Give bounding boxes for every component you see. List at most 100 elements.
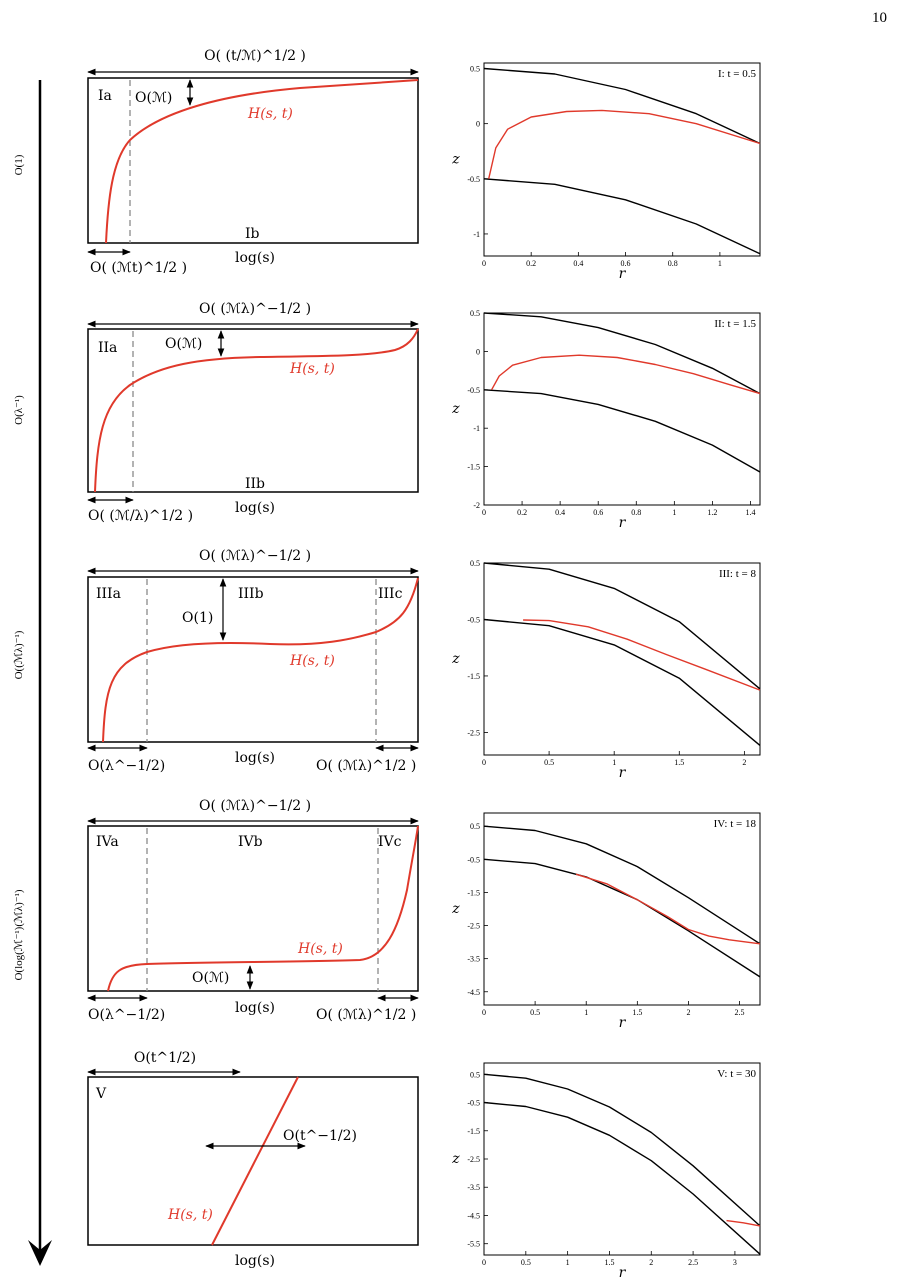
height-label: O(ℳ): [192, 970, 229, 986]
stage-label-1: O(1): [13, 154, 25, 175]
x-axis-label: log(s): [235, 1253, 275, 1269]
x-tick-label: 0.5: [530, 1008, 540, 1017]
schematic-frame: [87, 825, 419, 992]
y-tick-label: 0: [476, 347, 480, 356]
height-label: O(ℳ): [165, 336, 202, 352]
y-tick-label: -5.5: [467, 1240, 480, 1249]
x-tick-label: 0.6: [593, 508, 603, 517]
region-label: IIIa: [96, 586, 121, 602]
plot-title: IV: t = 18: [714, 818, 757, 830]
scale-label: O( (ℳ/λ)^1/2 ): [88, 508, 193, 524]
profile-curve: [105, 79, 419, 244]
series-line: [483, 825, 761, 945]
x-tick-label: 0.4: [555, 508, 565, 517]
profile-curve: [211, 1076, 299, 1246]
x-tick-label: 3: [733, 1258, 737, 1267]
region-label: V: [95, 1086, 107, 1102]
series-line: [483, 312, 761, 395]
y-tick-label: -1: [473, 230, 480, 239]
scale-label: O( (ℳλ)^1/2 ): [316, 1007, 416, 1023]
schematic-top-label: O( (ℳλ)^−1/2 ): [199, 548, 311, 564]
plot-frame: [483, 812, 761, 1006]
y-tick-label: -2.5: [467, 728, 480, 737]
series-line: [483, 618, 761, 746]
schematic-frame: [87, 1076, 419, 1246]
x-tick-label: 2: [742, 758, 746, 767]
schematic-top-label: O( (ℳλ)^−1/2 ): [199, 798, 311, 814]
y-axis-label: z: [451, 401, 460, 417]
x-tick-label: 2.5: [688, 1258, 698, 1267]
x-tick-label: 1.5: [632, 1008, 642, 1017]
schematic-II: O( (ℳλ)^−1/2 ) IIa IIb O(ℳ) H(s, t) O( (…: [87, 301, 419, 524]
y-tick-label: 0: [476, 120, 480, 129]
plot-panel: 0 0.2 0.4 0.6 0.8 1 1.2 1.4 -2 -1.5 -1 -0.5 0 0.5 II: …: [451, 309, 761, 531]
x-tick-label: 0: [482, 1258, 486, 1267]
y-tick-label: -2: [473, 501, 480, 510]
timeline-arrowhead: [28, 1240, 52, 1266]
x-tick-label: 2: [649, 1258, 653, 1267]
y-tick-label: -0.5: [467, 1099, 480, 1108]
region-label: IVc: [378, 834, 402, 850]
height-label: O(t^−1/2): [283, 1128, 357, 1144]
region-label: IIb: [245, 476, 265, 492]
schematic-frame: [87, 576, 419, 743]
schematic-I: O( (t/ℳ)^1/2 ) Ia Ib O(ℳ) H(s, t) O( (ℳt…: [87, 48, 419, 276]
x-tick-label: 1.5: [604, 1258, 614, 1267]
scale-label: O( (ℳλ)^1/2 ): [316, 758, 416, 774]
x-tick-label: 0.2: [526, 259, 536, 268]
y-axis-label: z: [451, 651, 460, 667]
curve-label: H(s, t): [247, 106, 293, 122]
y-tick-label: -4.5: [467, 1211, 480, 1220]
series-line: [483, 389, 761, 473]
x-tick-label: 1: [718, 259, 722, 268]
series-line: [483, 1073, 761, 1227]
x-axis-label: r: [619, 1015, 627, 1031]
y-tick-label: -1: [473, 424, 480, 433]
curve-label: H(s, t): [289, 653, 335, 669]
y-tick-label: 0.5: [470, 65, 480, 74]
series-line: [575, 873, 761, 945]
plot-frame: [483, 62, 761, 257]
plot-title: V: t = 30: [717, 1068, 756, 1080]
y-axis-label: z: [451, 152, 460, 168]
x-axis-label: log(s): [235, 250, 275, 266]
y-tick-label: -0.5: [467, 615, 480, 624]
schematic-frame: [87, 328, 419, 493]
x-tick-label: 0.5: [521, 1258, 531, 1267]
y-tick-label: 0.5: [470, 1070, 480, 1079]
x-tick-label: 0.8: [668, 259, 678, 268]
height-label: O(1): [182, 610, 213, 626]
series-line: [483, 67, 761, 145]
y-tick-label: -3.5: [467, 955, 480, 964]
page-number: 10: [872, 10, 887, 26]
x-axis-label: log(s): [235, 750, 275, 766]
x-tick-label: 1.2: [707, 508, 717, 517]
stage-label-4: O(log(ℳ⁻¹)(ℳλ)⁻¹): [13, 889, 25, 980]
x-axis-label: r: [619, 765, 627, 781]
y-tick-label: -2.5: [467, 922, 480, 931]
plot-panel: 0 0.5 1 1.5 2 2.5 -4.5 -3.5 -2.5 -1.5 -0.5 0.5 IV: t…: [451, 812, 761, 1031]
series-line: [483, 858, 761, 978]
y-tick-label: -1.5: [467, 1127, 480, 1136]
series-line: [726, 1219, 761, 1227]
profile-curve: [94, 328, 419, 493]
y-tick-label: 0.5: [470, 822, 480, 831]
x-tick-label: 0.5: [544, 758, 554, 767]
x-axis-label: log(s): [235, 500, 275, 516]
x-tick-label: 2: [686, 1008, 690, 1017]
x-tick-label: 2.5: [735, 1008, 745, 1017]
y-axis-label: z: [451, 1151, 460, 1167]
x-tick-label: 1.5: [674, 758, 684, 767]
plot-title: III: t = 8: [719, 568, 757, 580]
x-tick-label: 0.4: [573, 259, 583, 268]
schematic-IV: O( (ℳλ)^−1/2 ) IVa IVb IVc H(s, t) O(ℳ) …: [87, 798, 419, 1023]
x-tick-label: 1: [584, 1008, 588, 1017]
x-axis-label: r: [619, 515, 627, 531]
x-tick-label: 1: [672, 508, 676, 517]
profile-curve: [102, 577, 419, 743]
x-tick-label: 0: [482, 1008, 486, 1017]
y-tick-label: -2.5: [467, 1155, 480, 1164]
y-tick-label: -4.5: [467, 988, 480, 997]
x-tick-label: 1.4: [745, 508, 755, 517]
